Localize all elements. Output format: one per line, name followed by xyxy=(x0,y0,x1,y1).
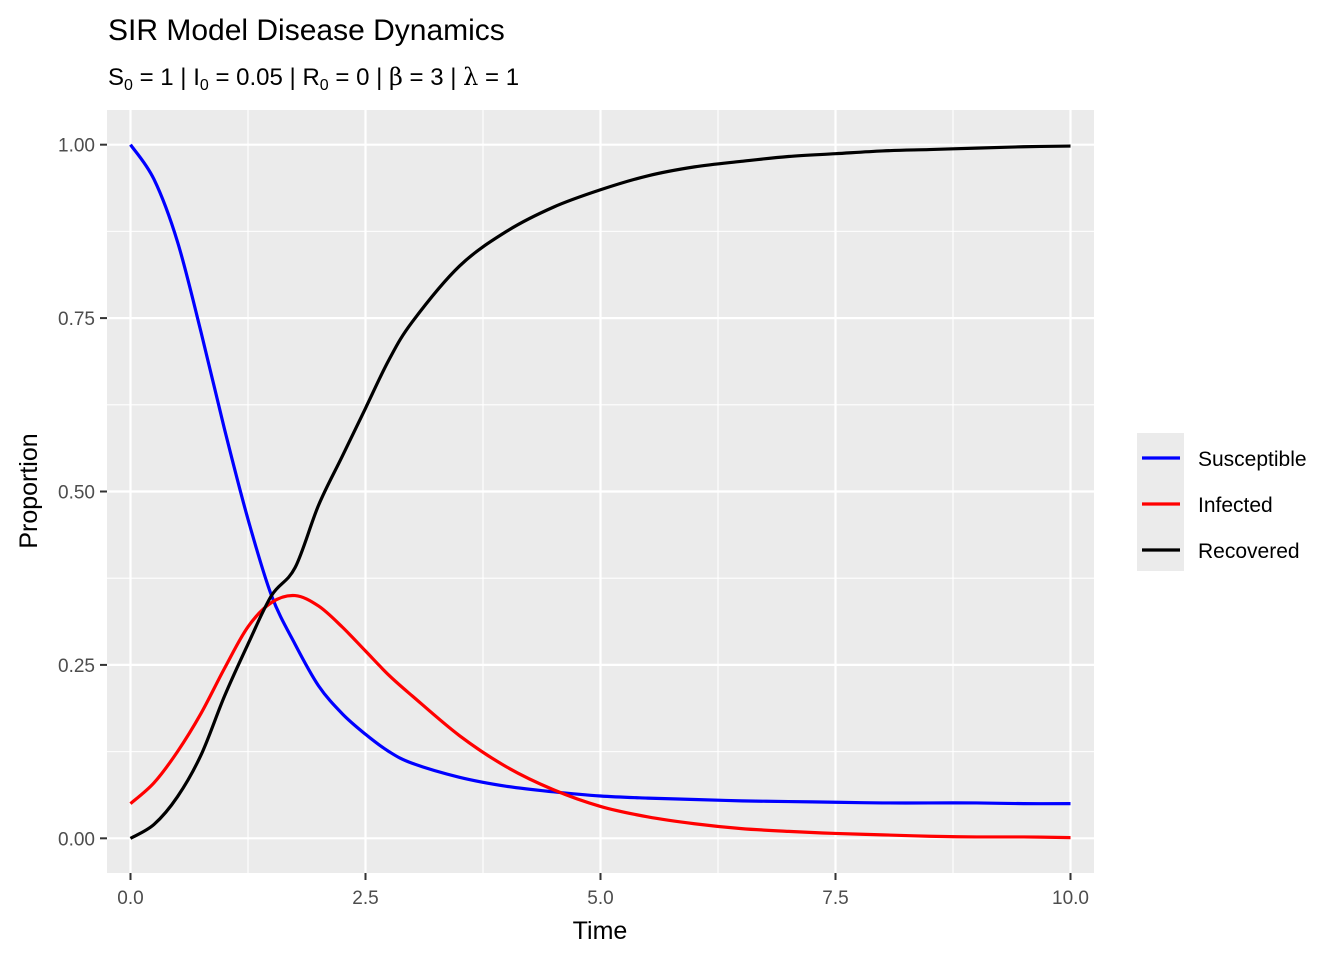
subtitle-i0-value: 0.05 xyxy=(236,64,283,91)
subtitle-r0-value: 0 xyxy=(356,64,369,91)
subtitle-lambda-symbol: λ xyxy=(463,63,478,91)
legend-label-recovered: Recovered xyxy=(1198,540,1300,563)
subtitle-i0-symbol: I xyxy=(193,64,200,91)
y-tick-label: 1.00 xyxy=(58,136,95,157)
subtitle-beta-value: 3 xyxy=(430,64,443,91)
x-tick-label: 7.5 xyxy=(822,888,848,909)
subtitle-s0-value: 1 xyxy=(160,64,173,91)
subtitle-lambda-value: 1 xyxy=(506,64,519,91)
series-line-recovered xyxy=(129,144,1071,840)
legend-key-background xyxy=(1137,433,1184,571)
y-axis-title: Proportion xyxy=(15,433,43,548)
y-tick-label: 0.75 xyxy=(58,309,95,330)
chart-subtitle: S0 = 1 | I0 = 0.05 | R0 = 0 | β = 3 | λ … xyxy=(108,63,519,94)
series-line-susceptible xyxy=(129,143,1071,806)
y-axis: 0.00 0.25 0.50 0.75 1.00 xyxy=(58,136,107,850)
legend: Susceptible Infected Recovered xyxy=(1137,433,1307,571)
legend-label-infected: Infected xyxy=(1198,494,1273,517)
subtitle-i0-sub: 0 xyxy=(200,77,209,94)
x-tick-label: 10.0 xyxy=(1052,888,1089,909)
subtitle-s0-sub: 0 xyxy=(124,77,133,94)
chart-title: SIR Model Disease Dynamics xyxy=(108,14,505,47)
series-line-infected xyxy=(129,593,1071,840)
x-tick-label: 0.0 xyxy=(117,888,143,909)
series-lines xyxy=(129,143,1071,840)
subtitle-beta-symbol: β xyxy=(389,63,403,91)
y-tick-label: 0.00 xyxy=(58,829,95,850)
x-tick-label: 5.0 xyxy=(587,888,613,909)
grid-lines xyxy=(107,110,1094,873)
subtitle-r0-symbol: R xyxy=(302,64,319,91)
y-tick-label: 0.25 xyxy=(58,656,95,677)
x-tick-label: 2.5 xyxy=(352,888,378,909)
x-axis-title: Time xyxy=(573,917,628,945)
y-tick-label: 0.50 xyxy=(58,483,95,504)
x-axis: 0.0 2.5 5.0 7.5 10.0 xyxy=(117,873,1089,909)
subtitle-s0-symbol: S xyxy=(108,64,124,91)
subtitle-r0-sub: 0 xyxy=(320,77,329,94)
legend-label-susceptible: Susceptible xyxy=(1198,448,1307,471)
